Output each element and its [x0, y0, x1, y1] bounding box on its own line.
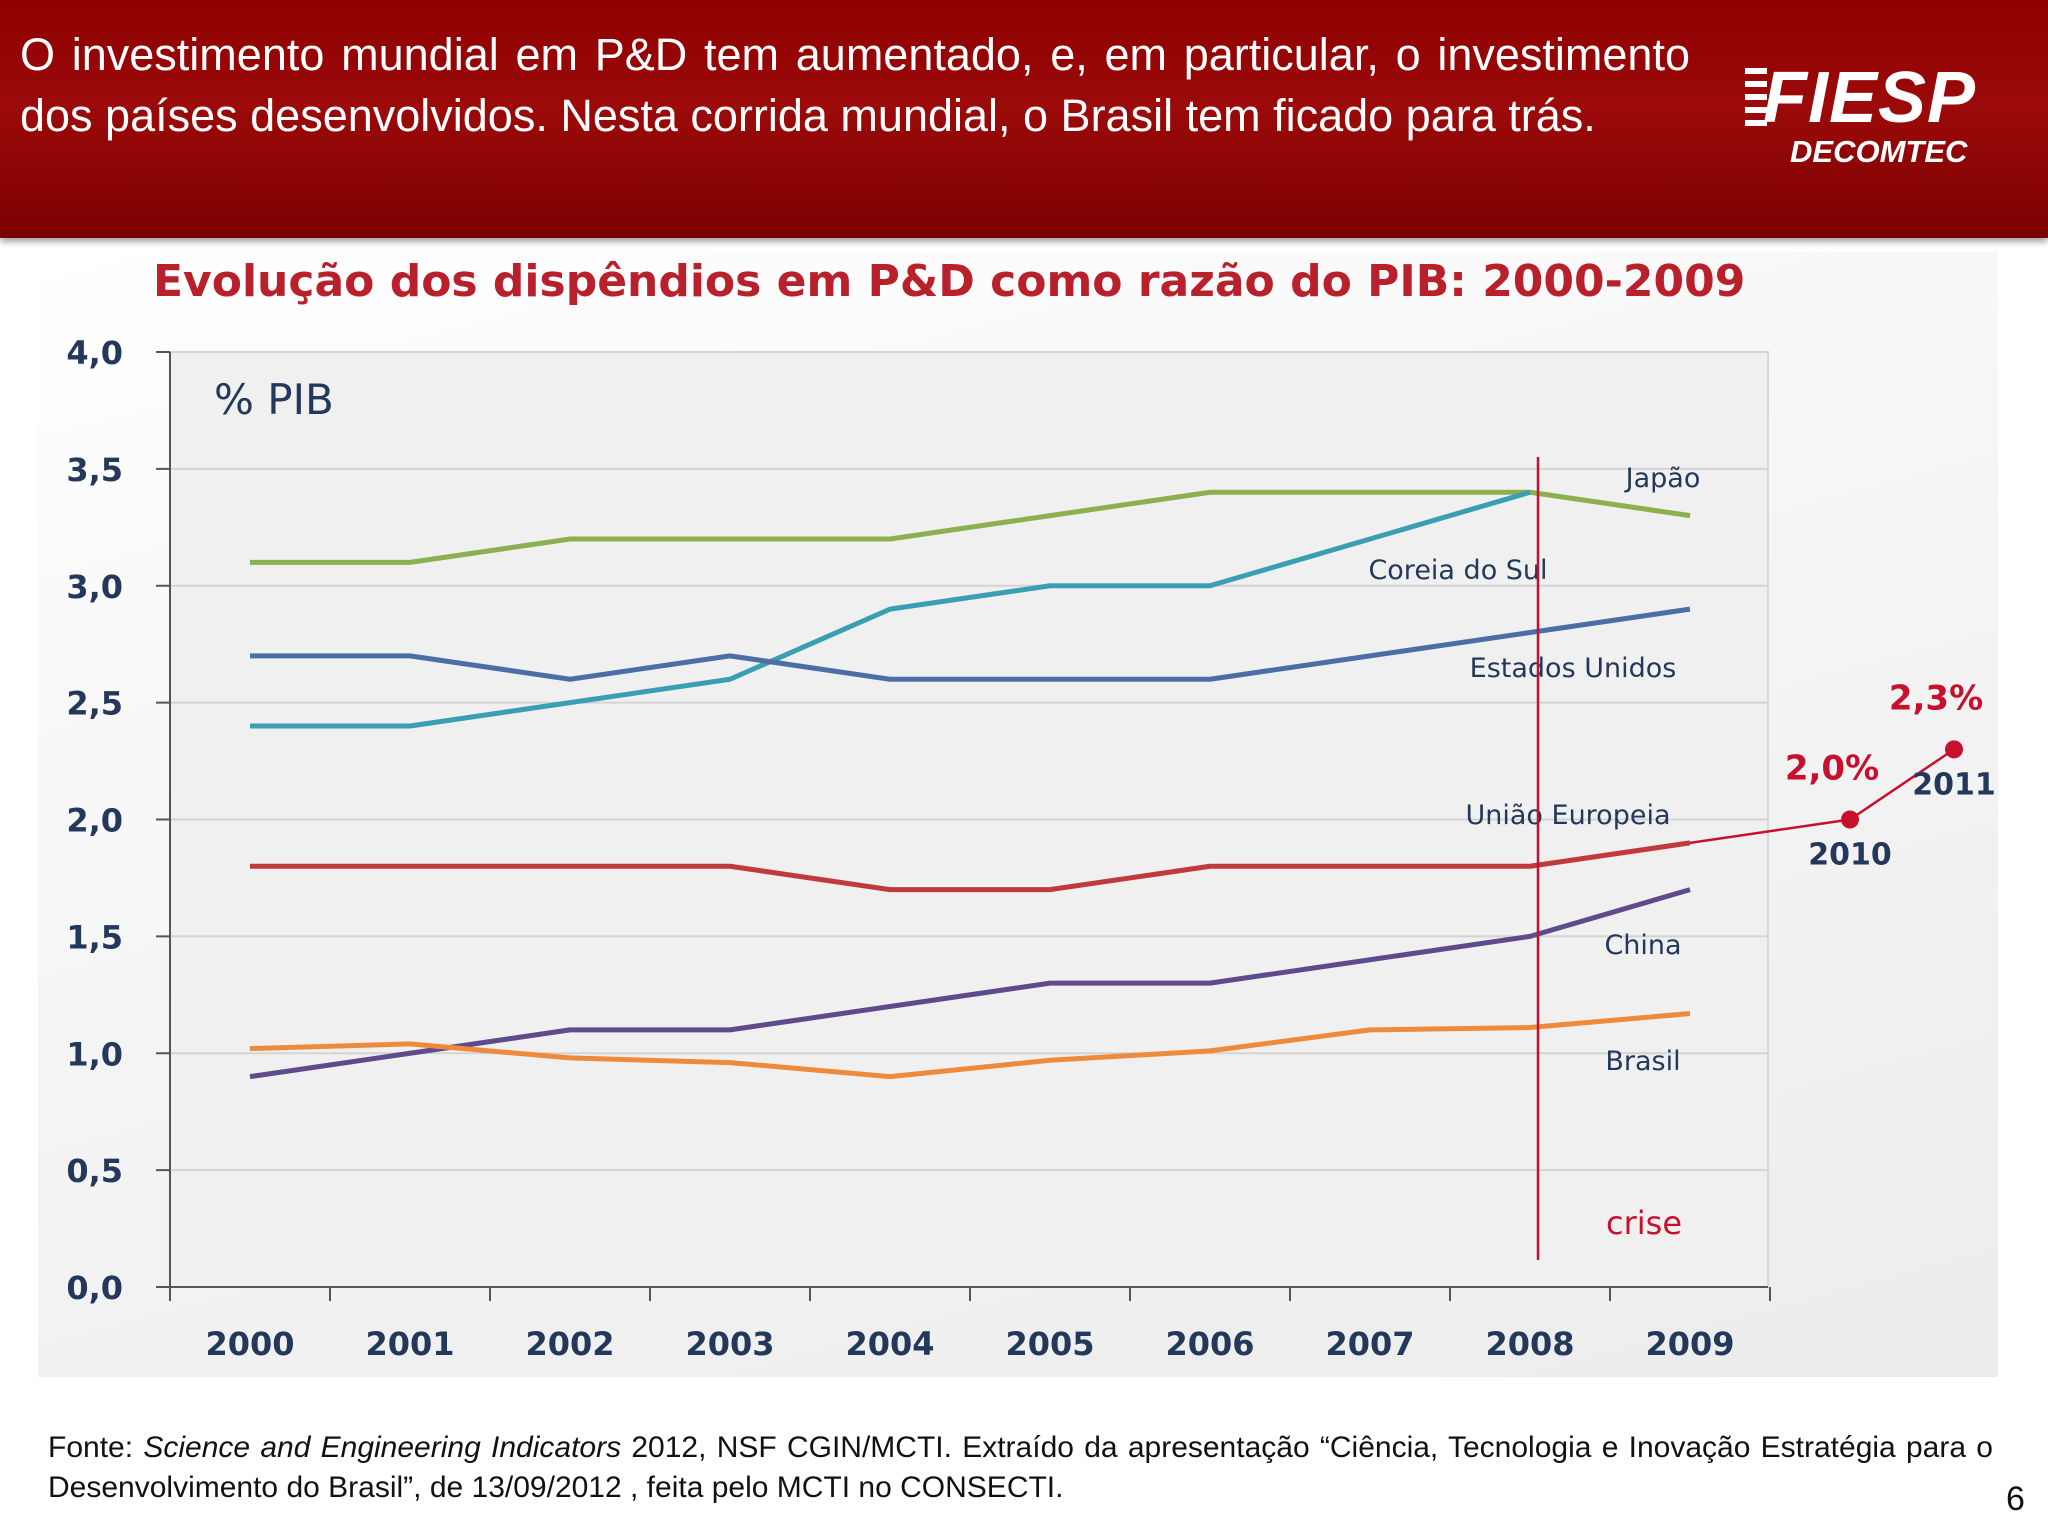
series-label: Estados Unidos — [1470, 653, 1677, 684]
x-tick-label: 2005 — [1005, 1325, 1094, 1363]
series-label: China — [1604, 930, 1681, 961]
series-line — [250, 840, 1691, 893]
y-tick-label: 3,5 — [66, 451, 123, 489]
x-tick-label: 2004 — [845, 1325, 934, 1363]
x-tick-label: 2009 — [1645, 1325, 1734, 1363]
series-line — [249, 887, 1691, 1080]
series-label: Japão — [1624, 463, 1701, 494]
series-line — [250, 489, 1531, 729]
x-tick-label: 2000 — [205, 1325, 294, 1363]
series-labels: Japão Coreia do Sul Estados Unidos União Eu… — [1368, 463, 1700, 1077]
series-line — [249, 1011, 1691, 1080]
series-lines — [249, 489, 1691, 1080]
y-tick-label: 3,0 — [66, 568, 123, 606]
logo-text: FIESP — [1763, 58, 1977, 138]
y-tick-label: 1,0 — [66, 1035, 123, 1073]
x-tick-label: 2008 — [1485, 1325, 1574, 1363]
line-chart: Evolução dos dispêndios em P&D como razã… — [66, 256, 1996, 1363]
series-line — [250, 606, 1691, 682]
projection-year-label: 2011 — [1912, 767, 1996, 802]
y-tick-label: 0,5 — [66, 1152, 123, 1190]
projection-value-label: 2,0% — [1785, 749, 1879, 789]
slide-header: O investimento mundial em P&D tem aument… — [0, 0, 2048, 238]
crise-label: crise — [1606, 1204, 1682, 1242]
axes: 0,0 0,5 1,0 1,5 2,0 2,5 3,0 3,5 4,0 2000 2001 2002 2… — [66, 334, 1771, 1363]
footnote-rest: 2012, NSF CGIN/MCTI. Extraído da apresen… — [48, 1431, 1993, 1504]
logo-stripes — [1745, 68, 1767, 130]
y-tick-label: 2,5 — [66, 685, 123, 723]
series-line — [250, 489, 1691, 565]
fiesp-logo: FIESP DECOMTEC — [1745, 58, 2035, 178]
y-tick-label: 4,0 — [66, 334, 123, 372]
footnote-prefix: Fonte: — [48, 1431, 144, 1464]
y-tick-label: 2,0 — [66, 802, 123, 840]
gridlines — [170, 351, 1768, 1172]
slide-headline: O investimento mundial em P&D tem aument… — [20, 29, 1690, 141]
x-tick-label: 2001 — [365, 1325, 454, 1363]
projection-point — [1841, 810, 1859, 829]
y-tick-label: 1,5 — [66, 918, 123, 956]
projection-year-label: 2010 — [1808, 838, 1892, 873]
projection: 2,0% 2010 2,3% 2011 — [1689, 678, 1996, 873]
x-tick-label: 2007 — [1325, 1325, 1414, 1363]
chart-panel: Evolução dos dispêndios em P&D como razã… — [38, 252, 1998, 1377]
series-label: Brasil — [1605, 1046, 1680, 1077]
chart-title: Evolução dos dispêndios em P&D como razã… — [153, 256, 1745, 307]
x-tick-label: 2006 — [1165, 1325, 1254, 1363]
series-label: União Europeia — [1465, 800, 1670, 831]
page-number: 6 — [2006, 1480, 2025, 1518]
x-tick-label: 2002 — [525, 1325, 614, 1363]
footnote-italic: Science and Engineering Indicators — [143, 1431, 622, 1464]
y-tick-label: 0,0 — [66, 1269, 123, 1307]
series-label: Coreia do Sul — [1368, 555, 1547, 586]
projection-point — [1945, 740, 1963, 759]
y-axis-label: % PIB — [214, 375, 334, 424]
projection-value-label: 2,3% — [1889, 678, 1983, 718]
x-tick-label: 2003 — [685, 1325, 774, 1363]
logo-subtitle: DECOMTEC — [1790, 134, 1968, 169]
source-footnote: Fonte: Science and Engineering Indicator… — [48, 1428, 1993, 1508]
